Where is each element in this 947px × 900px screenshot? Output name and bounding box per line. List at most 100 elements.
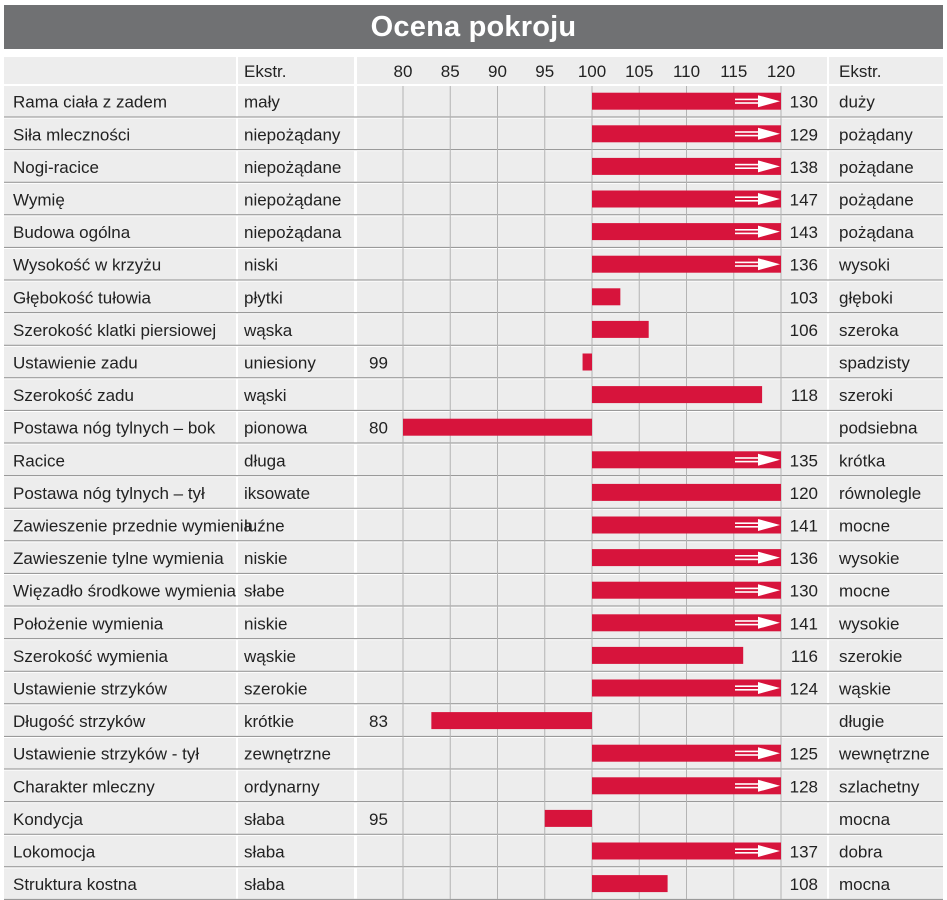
overflow-stripe — [735, 852, 759, 854]
overflow-stripe — [735, 261, 759, 264]
row-band-low — [238, 346, 354, 378]
bar — [592, 777, 781, 795]
value-label: 135 — [790, 451, 818, 470]
row-band-high — [829, 607, 943, 638]
row-band-low — [238, 379, 354, 410]
row-band-trait — [4, 249, 236, 280]
value-label: 124 — [790, 680, 818, 699]
row-band-high — [829, 216, 943, 247]
high-extreme-label: spadzisty — [839, 354, 910, 373]
high-extreme-label: pożądany — [839, 125, 913, 144]
tick-label: 80 — [394, 62, 413, 81]
overflow-arrow — [758, 453, 780, 466]
overflow-arrow — [758, 258, 780, 271]
low-extreme-label: mały — [244, 93, 280, 112]
overflow-arrow — [758, 616, 780, 629]
overflow-arrow — [758, 127, 780, 140]
overflow-stripe — [735, 783, 759, 785]
high-extreme-label: dobra — [839, 843, 883, 862]
row-band-low — [238, 575, 354, 606]
row-band-high — [829, 575, 943, 606]
row-band-high — [829, 835, 943, 867]
trait-label: Struktura kostna — [13, 875, 137, 894]
low-extreme-label: uniesiony — [244, 354, 316, 373]
value-label: 141 — [790, 614, 818, 633]
bar — [592, 157, 781, 175]
overflow-stripe — [735, 200, 759, 202]
trait-label: Wymię — [13, 191, 65, 210]
value-label: 130 — [790, 582, 818, 601]
row-band-high — [829, 542, 943, 573]
value-label: 125 — [790, 745, 818, 764]
row-band-trait — [4, 705, 236, 736]
bar — [592, 125, 781, 143]
row-band-trait — [4, 379, 236, 410]
value-label: 129 — [790, 125, 818, 144]
overflow-stripe — [735, 457, 759, 459]
bar — [592, 744, 781, 762]
row-band-high — [829, 249, 943, 280]
overflow-stripe — [735, 131, 759, 133]
header-cell — [829, 57, 943, 84]
row-band-low — [238, 738, 354, 769]
value-label: 95 — [369, 810, 388, 829]
low-extreme-label: niepożądane — [244, 191, 341, 210]
low-extreme-label: wąska — [243, 321, 293, 340]
bar — [592, 483, 781, 501]
row-band-low — [238, 803, 354, 834]
bar — [592, 842, 781, 860]
value-label: 136 — [790, 549, 818, 568]
row-band-high — [829, 183, 943, 215]
overflow-stripe — [735, 555, 759, 557]
value-label: 130 — [790, 93, 818, 112]
low-extreme-label: wąski — [243, 386, 287, 405]
row-band-low — [238, 835, 354, 867]
row-band-trait — [4, 868, 236, 899]
overflow-stripe — [735, 848, 759, 850]
value-label: 108 — [790, 875, 818, 894]
row-band-trait — [4, 281, 236, 312]
row-band-trait — [4, 183, 236, 215]
row-band-trait — [4, 542, 236, 573]
low-extreme-label: słabe — [244, 582, 285, 601]
trait-label: Kondycja — [13, 810, 83, 829]
row-band-high — [829, 640, 943, 671]
bar — [592, 516, 781, 534]
low-extreme-label: niepożądane — [244, 158, 341, 177]
bar — [592, 92, 781, 110]
overflow-stripe — [735, 685, 759, 687]
low-extreme-label: niskie — [244, 549, 287, 568]
bar — [431, 712, 592, 730]
overflow-arrow — [758, 519, 780, 531]
trait-label: Postawa nóg tylnych – bok — [13, 419, 216, 438]
bar — [544, 809, 592, 827]
overflow-stripe — [735, 526, 759, 528]
row-band-high — [829, 346, 943, 378]
high-extreme-label: pożądana — [839, 223, 914, 242]
trait-label: Rama ciała z zadem — [13, 93, 167, 112]
overflow-stripe — [735, 689, 759, 691]
bars — [403, 92, 781, 893]
row-band-trait — [4, 640, 236, 671]
bar — [592, 255, 781, 273]
row-band-trait — [4, 346, 236, 378]
overflow-arrow — [758, 845, 780, 857]
low-extreme-label: pionowa — [244, 419, 308, 438]
trait-label: Ustawienie strzyków — [13, 680, 168, 699]
bar — [592, 223, 781, 241]
trait-label: Nogi-racice — [13, 158, 99, 177]
row-band-high — [829, 444, 943, 475]
trait-label: Więzadło środkowe wymienia — [13, 582, 237, 601]
low-extreme-label: luźne — [244, 517, 285, 536]
row-band-high — [829, 803, 943, 834]
row-band-trait — [4, 151, 236, 182]
row-band-low — [238, 216, 354, 247]
high-extreme-label: duży — [839, 93, 875, 112]
tick-label: 115 — [720, 62, 747, 81]
row-band-trait — [4, 738, 236, 769]
high-extreme-label: wewnętrzne — [838, 745, 930, 764]
high-extreme-label: mocna — [839, 875, 891, 894]
bar — [592, 190, 781, 208]
overflow-stripe — [735, 750, 759, 753]
